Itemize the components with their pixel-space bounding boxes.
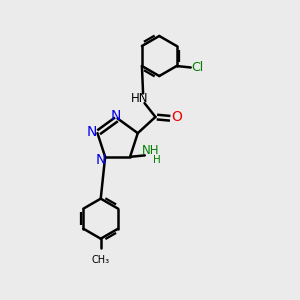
Text: CH₃: CH₃ (92, 255, 110, 265)
Text: N: N (95, 153, 106, 167)
Text: Cl: Cl (191, 61, 203, 74)
Text: HN: HN (131, 92, 148, 105)
Text: N: N (87, 125, 97, 139)
Text: H: H (153, 155, 160, 165)
Text: O: O (172, 110, 182, 124)
Text: NH: NH (142, 144, 159, 157)
Text: N: N (110, 110, 121, 123)
